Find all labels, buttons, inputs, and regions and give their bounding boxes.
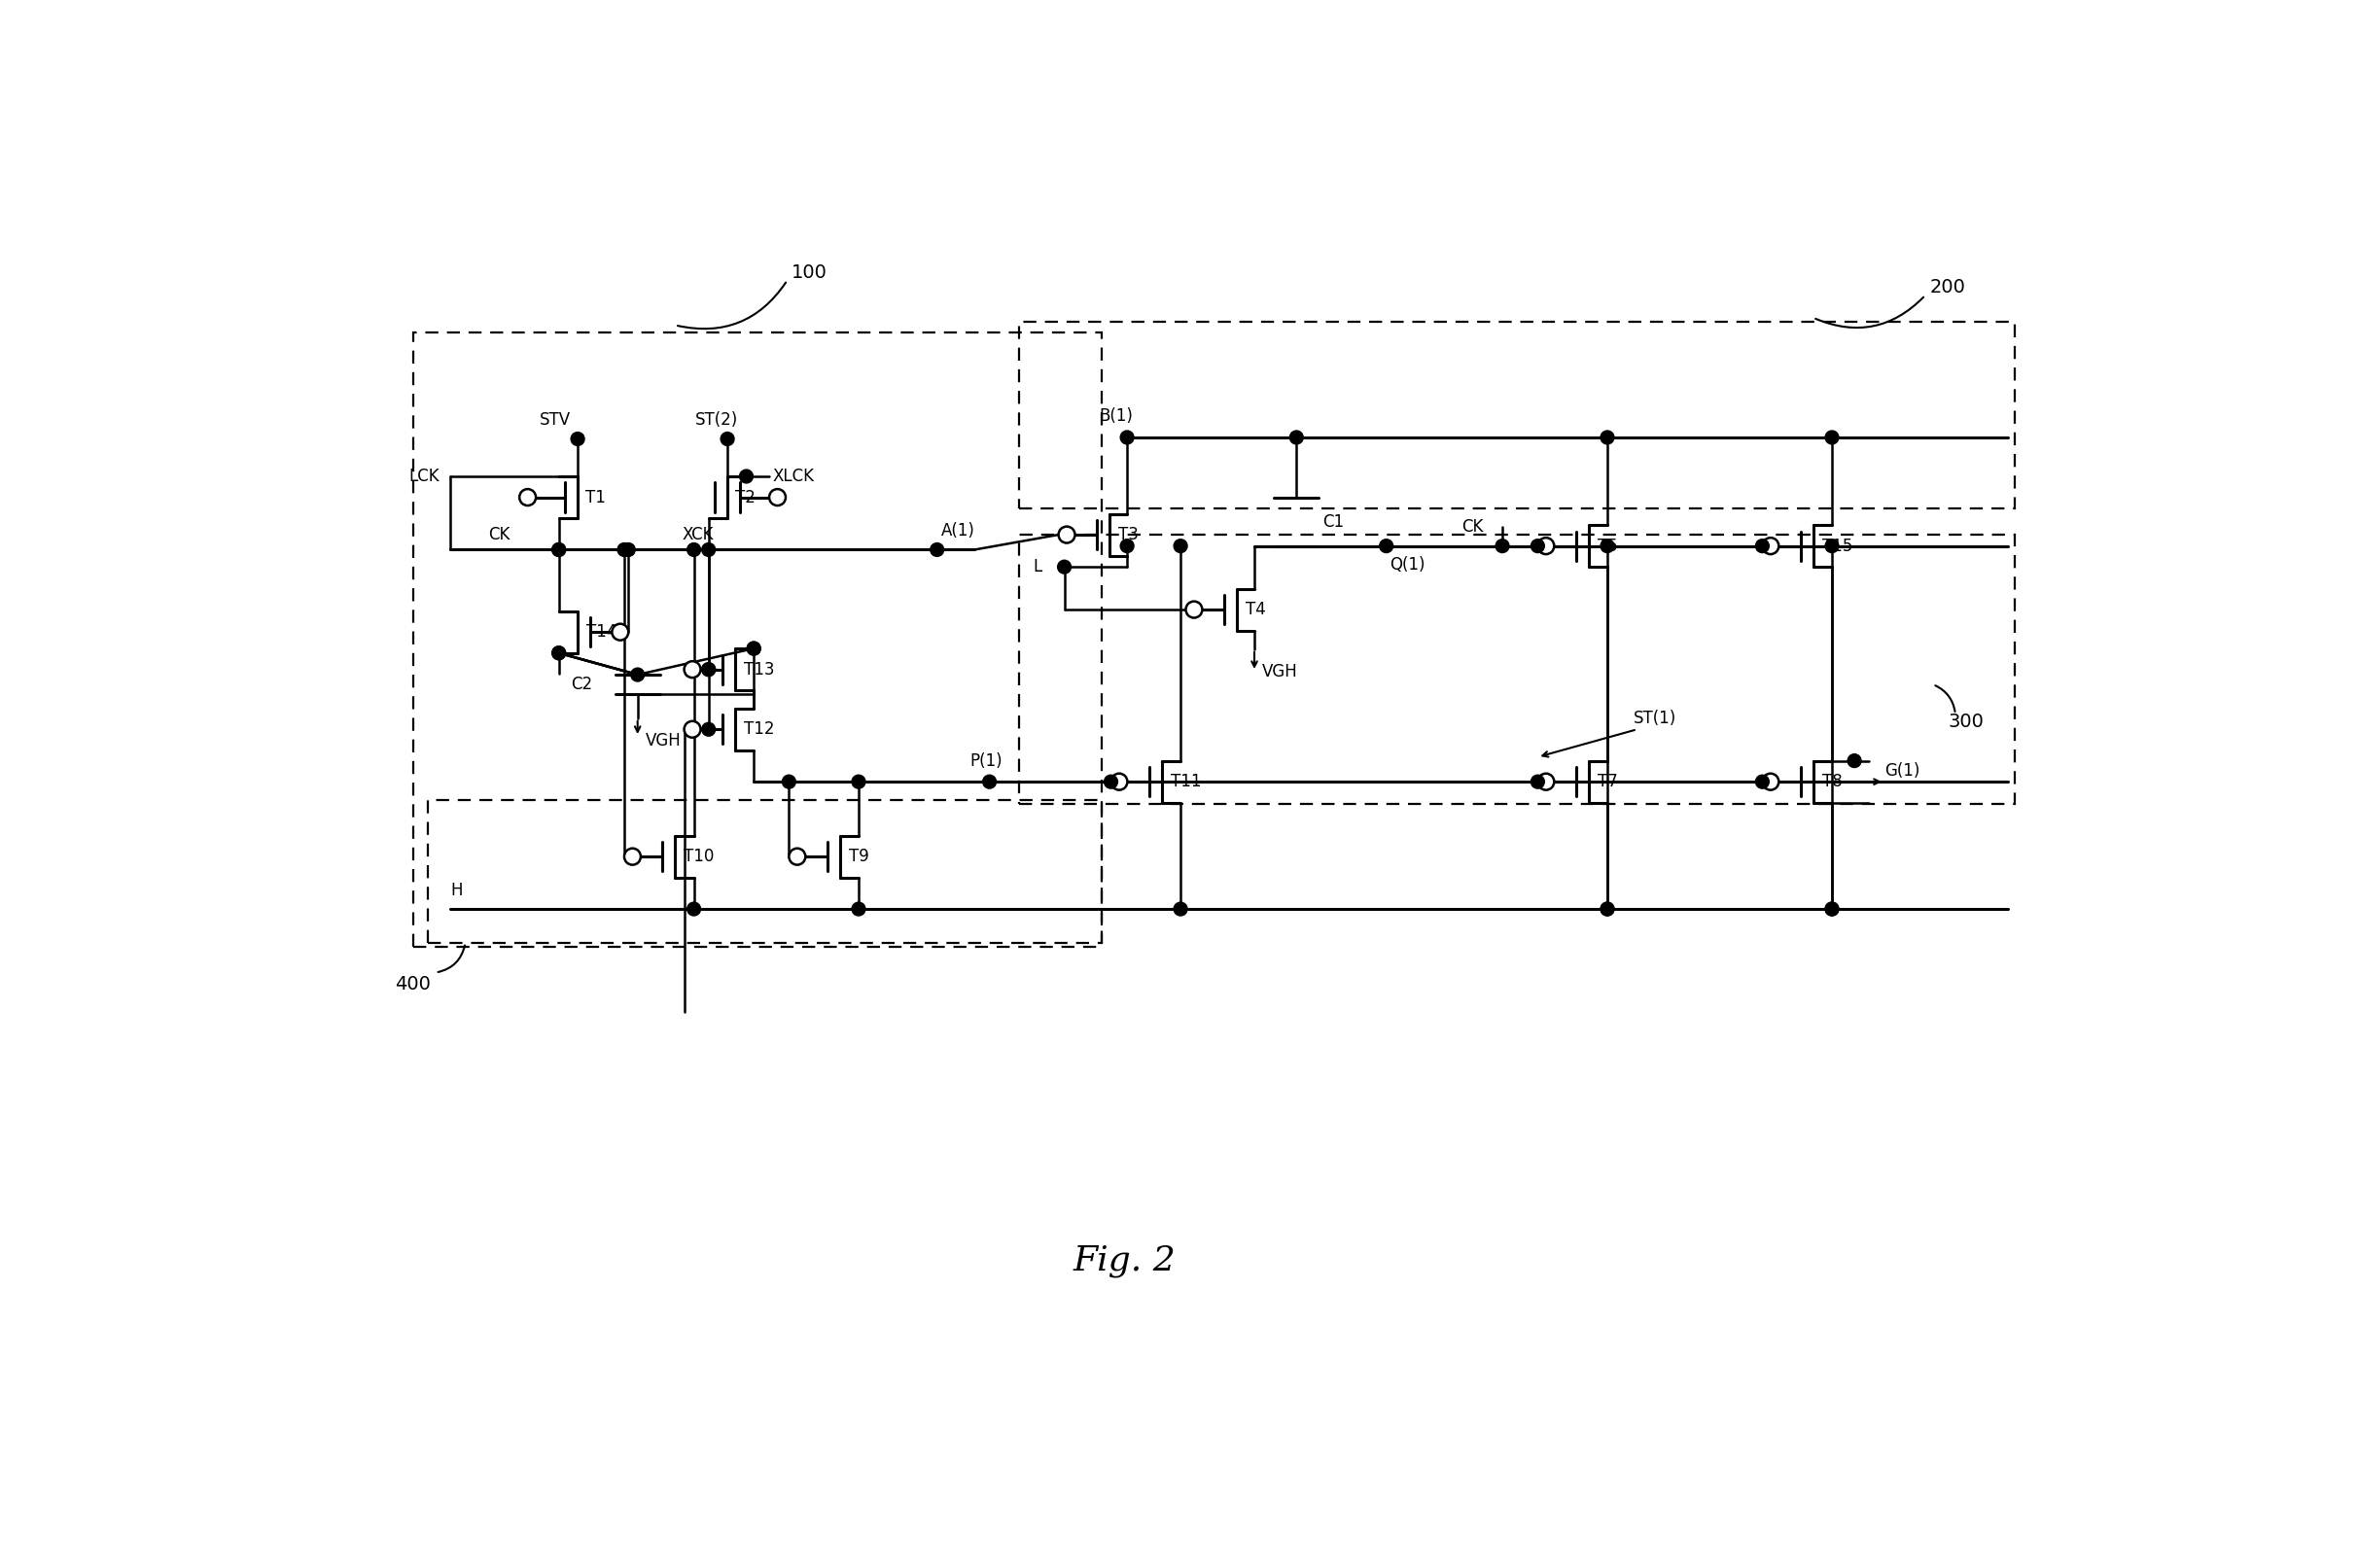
- Circle shape: [1601, 902, 1615, 916]
- Text: T14: T14: [587, 624, 618, 641]
- Text: T12: T12: [743, 721, 773, 739]
- Circle shape: [552, 646, 566, 660]
- Text: T15: T15: [1823, 538, 1853, 555]
- Text: STV: STV: [540, 411, 571, 430]
- Circle shape: [1120, 539, 1134, 552]
- Circle shape: [703, 663, 714, 676]
- Text: T10: T10: [684, 848, 714, 866]
- Circle shape: [1601, 902, 1615, 916]
- Text: XLCK: XLCK: [773, 467, 814, 485]
- Text: XCK: XCK: [681, 525, 714, 544]
- Text: Fig. 2: Fig. 2: [1073, 1245, 1177, 1278]
- Circle shape: [703, 543, 714, 557]
- Circle shape: [1120, 431, 1134, 444]
- Circle shape: [983, 775, 995, 789]
- Text: T11: T11: [1170, 773, 1200, 790]
- Text: L: L: [1033, 558, 1042, 575]
- Circle shape: [1059, 560, 1071, 574]
- Circle shape: [552, 543, 566, 557]
- Text: T5: T5: [1596, 538, 1618, 555]
- Text: C1: C1: [1323, 513, 1344, 530]
- Text: T8: T8: [1823, 773, 1842, 790]
- Circle shape: [1290, 431, 1304, 444]
- Circle shape: [740, 469, 752, 483]
- Circle shape: [1757, 539, 1768, 552]
- Circle shape: [703, 723, 714, 735]
- Circle shape: [686, 902, 700, 916]
- Circle shape: [625, 848, 641, 866]
- Circle shape: [1757, 775, 1768, 789]
- Text: G(1): G(1): [1884, 762, 1919, 779]
- Circle shape: [1111, 773, 1127, 790]
- Circle shape: [623, 543, 634, 557]
- Text: T2: T2: [736, 489, 755, 506]
- Circle shape: [1601, 539, 1615, 552]
- Circle shape: [1495, 539, 1509, 552]
- Text: VGH: VGH: [1262, 663, 1297, 681]
- Circle shape: [571, 433, 585, 445]
- Circle shape: [1537, 538, 1554, 554]
- Circle shape: [851, 775, 865, 789]
- Circle shape: [686, 543, 700, 557]
- Circle shape: [1761, 538, 1778, 554]
- Circle shape: [1825, 902, 1839, 916]
- Text: T7: T7: [1596, 773, 1618, 790]
- Text: 200: 200: [1929, 279, 1967, 296]
- Text: T13: T13: [743, 660, 773, 679]
- Circle shape: [703, 663, 714, 676]
- Circle shape: [519, 489, 535, 505]
- Circle shape: [684, 662, 700, 677]
- Circle shape: [618, 543, 632, 557]
- Circle shape: [1174, 902, 1188, 916]
- Circle shape: [1186, 602, 1203, 618]
- Circle shape: [1537, 773, 1554, 790]
- Circle shape: [632, 668, 644, 682]
- Text: LCK: LCK: [408, 467, 439, 485]
- Circle shape: [1530, 539, 1544, 552]
- Circle shape: [1825, 902, 1839, 916]
- Text: Q(1): Q(1): [1391, 557, 1427, 574]
- Text: CK: CK: [1462, 519, 1483, 536]
- Text: 300: 300: [1948, 712, 1983, 731]
- Circle shape: [747, 641, 762, 655]
- Text: B(1): B(1): [1099, 408, 1132, 425]
- Circle shape: [1849, 754, 1860, 767]
- Text: A(1): A(1): [941, 522, 974, 539]
- Circle shape: [747, 641, 762, 655]
- Text: T4: T4: [1245, 601, 1266, 618]
- Text: T1: T1: [585, 489, 606, 506]
- Text: H: H: [450, 881, 462, 898]
- Text: VGH: VGH: [646, 732, 681, 750]
- Circle shape: [1379, 539, 1394, 552]
- Circle shape: [1825, 431, 1839, 444]
- Text: P(1): P(1): [969, 753, 1002, 770]
- Circle shape: [1059, 527, 1075, 543]
- Text: C2: C2: [571, 676, 592, 693]
- Circle shape: [769, 489, 785, 505]
- Circle shape: [783, 775, 795, 789]
- Text: T9: T9: [849, 848, 868, 866]
- Circle shape: [1601, 431, 1615, 444]
- Text: ST(1): ST(1): [1634, 709, 1677, 728]
- Circle shape: [552, 543, 566, 557]
- Circle shape: [1104, 775, 1118, 789]
- Circle shape: [613, 624, 630, 640]
- Circle shape: [851, 902, 865, 916]
- Circle shape: [1825, 539, 1839, 552]
- Circle shape: [790, 848, 806, 866]
- Text: CK: CK: [488, 525, 509, 544]
- Text: 400: 400: [396, 975, 432, 993]
- Circle shape: [684, 721, 700, 737]
- Circle shape: [1761, 773, 1778, 790]
- Circle shape: [552, 646, 566, 660]
- Circle shape: [931, 543, 943, 557]
- Circle shape: [1174, 539, 1188, 552]
- Text: 100: 100: [792, 263, 828, 282]
- Text: T3: T3: [1118, 525, 1139, 544]
- Circle shape: [1530, 775, 1544, 789]
- Circle shape: [722, 433, 733, 445]
- Text: ST(2): ST(2): [696, 411, 738, 430]
